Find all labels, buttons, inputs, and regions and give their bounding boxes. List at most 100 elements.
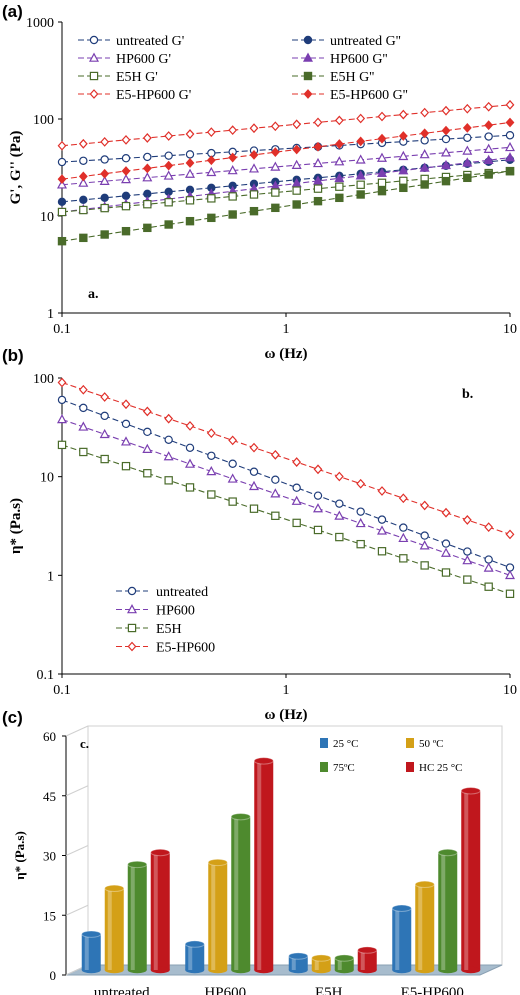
- bar-top: [253, 757, 274, 765]
- data-point: [376, 167, 388, 177]
- bar-highlight: [337, 958, 342, 970]
- data-point: [355, 170, 366, 180]
- data-point: [164, 220, 173, 229]
- data-point: [164, 160, 174, 171]
- data-point: [270, 161, 281, 171]
- data-point: [184, 168, 196, 178]
- series-2: [57, 440, 515, 598]
- bar: [334, 954, 355, 974]
- y-axis-label: η* (Pa.s): [8, 498, 24, 554]
- bar: [311, 954, 332, 974]
- data-point: [100, 230, 109, 239]
- series-0: [57, 395, 515, 572]
- bar-body: [127, 864, 147, 970]
- bar-highlight: [257, 760, 262, 970]
- series-line: [61, 159, 511, 203]
- data-point: [207, 194, 216, 203]
- data-point: [100, 168, 110, 179]
- data-point: [334, 510, 345, 520]
- data-point: [355, 517, 366, 528]
- data-point: [271, 511, 280, 520]
- data-point: [484, 132, 493, 141]
- bar-highlight: [188, 944, 193, 970]
- data-point: [207, 213, 216, 223]
- legend-label: E5-HP600 G'': [330, 88, 408, 103]
- data-point: [441, 125, 451, 136]
- legend-label: E5H G'': [330, 70, 374, 85]
- data-point: [398, 131, 408, 141]
- data-point: [356, 539, 365, 549]
- data-point: [79, 156, 88, 165]
- data-point: [484, 582, 493, 591]
- bar-top: [414, 880, 435, 889]
- data-point: [142, 133, 152, 143]
- data-point: [249, 504, 259, 513]
- data-point: [313, 491, 323, 500]
- data-point: [399, 183, 408, 193]
- series-7: [57, 117, 515, 185]
- data-point: [292, 144, 302, 155]
- y-axis-label: G', G'' (Pa): [8, 131, 24, 205]
- data-point: [462, 145, 473, 155]
- data-point: [420, 107, 430, 118]
- data-point: [228, 152, 238, 163]
- bar-base: [127, 966, 147, 974]
- legend-swatch: [406, 762, 414, 772]
- panel-annotation: b.: [462, 387, 473, 402]
- data-point: [228, 125, 238, 136]
- bar-highlight: [153, 852, 158, 970]
- x-tick-label: 1: [283, 322, 290, 337]
- y-tick-label: 30: [43, 849, 56, 864]
- x-axis-label: ω (Hz): [264, 346, 307, 362]
- data-point: [143, 200, 152, 209]
- data-point: [78, 171, 88, 182]
- data-point: [164, 151, 173, 160]
- panel-annotation: c.: [80, 736, 89, 751]
- data-point: [248, 480, 260, 491]
- data-point: [356, 478, 366, 489]
- data-point: [227, 165, 238, 175]
- x-axis-label: ω (Hz): [264, 707, 307, 723]
- data-point: [377, 133, 387, 144]
- data-point: [377, 111, 387, 122]
- data-point: [463, 575, 472, 584]
- legend-label: E5H G': [116, 70, 158, 85]
- data-point: [420, 531, 429, 540]
- data-point: [100, 454, 109, 464]
- data-point: [312, 503, 324, 513]
- bar-body: [357, 950, 377, 970]
- data-point: [121, 461, 131, 471]
- data-point: [271, 203, 280, 213]
- data-point: [78, 138, 88, 149]
- data-point: [271, 475, 280, 484]
- legend-marker: [89, 71, 99, 81]
- data-point: [335, 499, 344, 508]
- bar: [460, 787, 481, 974]
- bar-highlight: [464, 790, 469, 970]
- data-point: [398, 493, 408, 504]
- data-point: [143, 152, 152, 162]
- data-point: [270, 488, 281, 498]
- data-point: [505, 589, 515, 598]
- data-point: [399, 523, 408, 532]
- data-point: [377, 178, 387, 188]
- data-point: [99, 428, 110, 439]
- data-point: [463, 133, 472, 142]
- legend-label: untreated G': [116, 34, 184, 49]
- data-point: [292, 483, 301, 492]
- data-point: [270, 147, 280, 158]
- panel-b-label: (b): [2, 346, 24, 365]
- data-point: [313, 184, 323, 193]
- data-point: [441, 176, 451, 186]
- data-point: [291, 159, 302, 169]
- series-line: [61, 399, 511, 569]
- data-point: [356, 136, 366, 147]
- data-point: [505, 99, 515, 110]
- data-point: [79, 233, 88, 243]
- data-point: [398, 165, 409, 175]
- bar-base: [231, 966, 251, 974]
- legend-marker: [127, 586, 137, 596]
- bar-highlight: [130, 864, 135, 970]
- bar-top: [288, 952, 309, 960]
